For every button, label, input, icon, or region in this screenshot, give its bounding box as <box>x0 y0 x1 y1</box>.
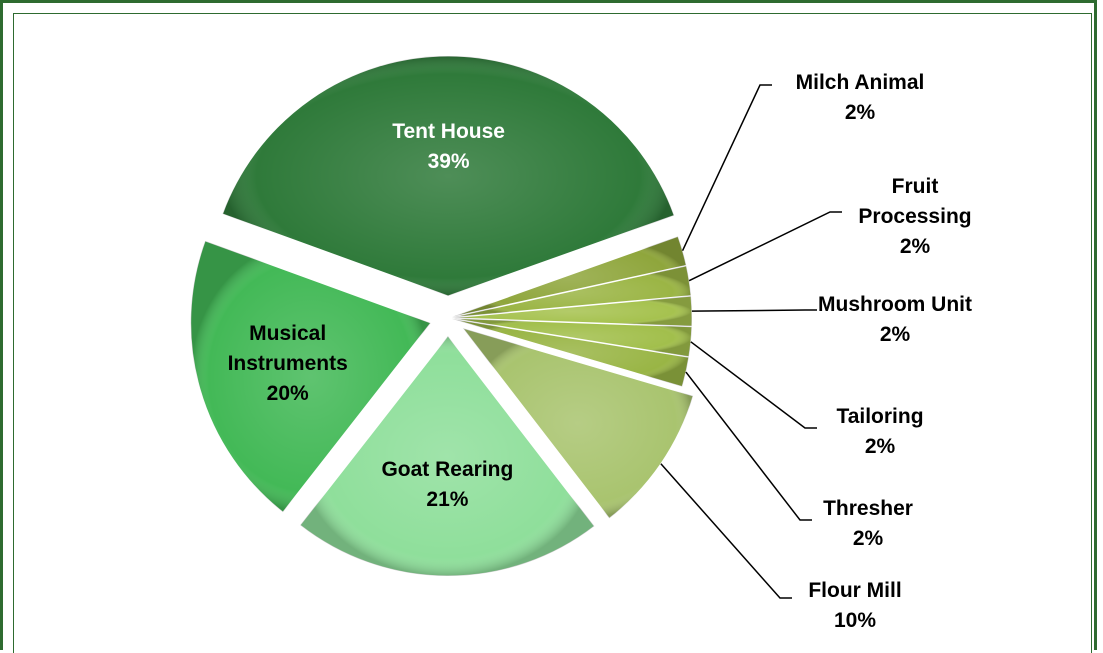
slice-label: Tailoring 2% <box>805 402 955 462</box>
value-label: 2% <box>879 323 911 346</box>
value-label: 20% <box>266 381 309 405</box>
slice-label: Musical Instruments 20% <box>203 319 373 409</box>
slice-label: Fruit Processing 2% <box>835 172 995 262</box>
leader-line <box>690 341 817 429</box>
slice-label: Goat Rearing 21% <box>347 455 547 515</box>
inner-frame <box>13 13 1092 653</box>
value-label: 21% <box>426 487 469 511</box>
category-label: Tailoring <box>836 405 924 428</box>
slice-label: Thresher 2% <box>798 494 938 554</box>
category-label: Milch Animal <box>795 71 925 94</box>
value-label: 2% <box>852 527 884 550</box>
value-label: 2% <box>899 235 931 258</box>
value-label: 2% <box>844 101 876 124</box>
slice-label: Tent House 39% <box>349 117 549 177</box>
category-label: Musical Instruments <box>227 321 348 375</box>
category-label: Flour Mill <box>808 579 902 602</box>
slice-label: Mushroom Unit 2% <box>810 290 980 350</box>
category-label: Thresher <box>823 497 913 520</box>
category-label: Goat Rearing <box>381 457 514 481</box>
value-label: 10% <box>833 609 877 632</box>
slice-label: Flour Mill 10% <box>780 576 930 636</box>
value-label: 2% <box>864 435 896 458</box>
leader-line <box>688 211 842 282</box>
value-label: 39% <box>427 150 470 174</box>
category-label: Tent House <box>392 120 505 144</box>
leader-line <box>691 309 817 312</box>
slice-label: Milch Animal 2% <box>775 68 945 128</box>
leader-line <box>660 463 792 599</box>
leader-line <box>685 371 812 521</box>
leader-line <box>681 84 772 252</box>
category-label: Fruit Processing <box>858 175 972 228</box>
category-label: Mushroom Unit <box>818 293 972 316</box>
